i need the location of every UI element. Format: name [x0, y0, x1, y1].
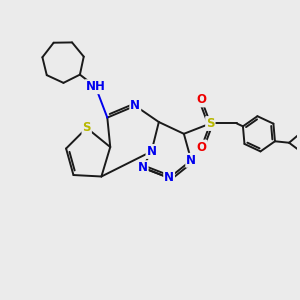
Text: S: S — [206, 117, 214, 130]
Text: O: O — [196, 141, 206, 154]
Text: N: N — [186, 154, 196, 167]
Text: N: N — [138, 161, 148, 174]
Text: N: N — [164, 172, 174, 184]
Text: O: O — [196, 93, 206, 106]
Text: N: N — [130, 99, 140, 112]
Text: NH: NH — [85, 80, 106, 93]
Text: N: N — [146, 145, 157, 158]
Text: S: S — [82, 122, 91, 134]
